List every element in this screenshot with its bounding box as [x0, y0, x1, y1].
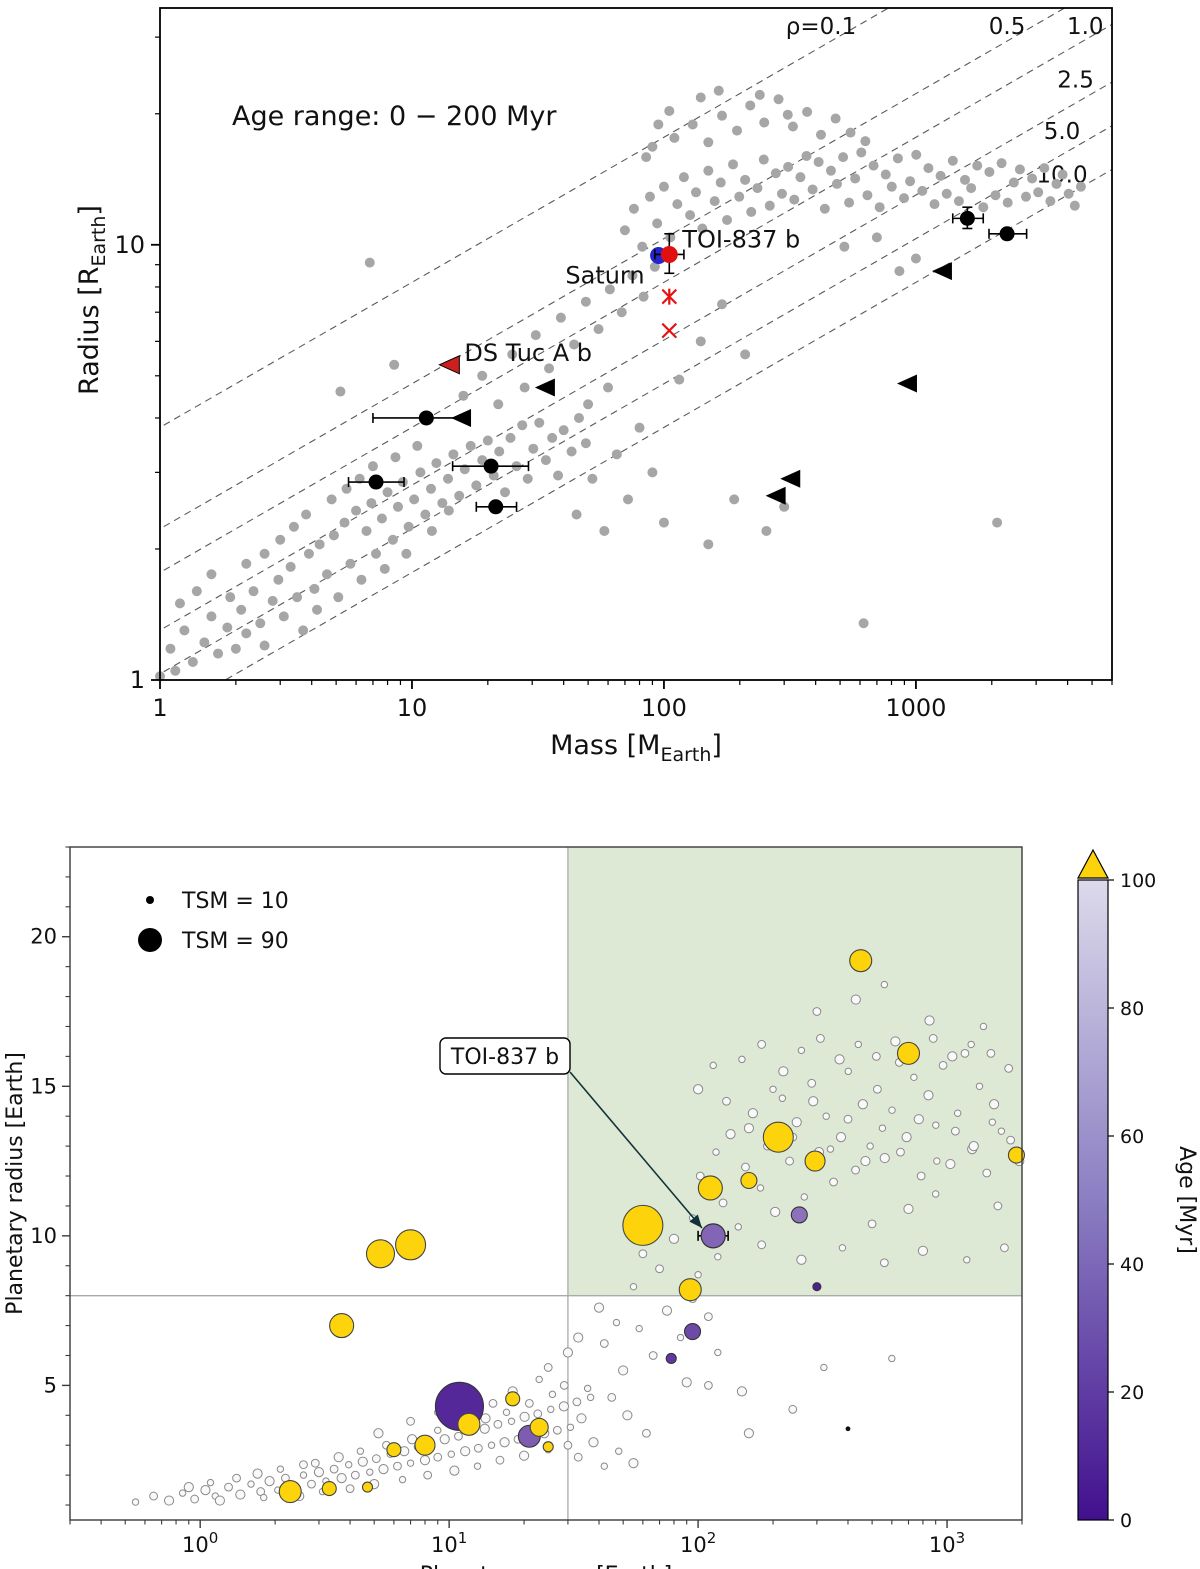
y-axis-title: Planetary radius [Earth] [3, 1052, 28, 1315]
y-axis: 1 10 [114, 36, 160, 694]
ds-tuc-a-b-marker [438, 355, 460, 375]
y-tick-label: 1 [130, 666, 145, 694]
red-asterisk-marker [661, 288, 678, 305]
old-age-bubbles [278, 949, 1026, 1504]
colorbar-tick-label: 40 [1120, 1254, 1144, 1276]
x-tick-label: 102 [680, 1529, 716, 1557]
colorbar-tick-label: 20 [1120, 1382, 1144, 1404]
colorbar-overflow-triangle [1076, 848, 1110, 879]
upper-limit-triangle [896, 374, 917, 393]
density-label: 2.5 [1057, 67, 1094, 93]
x-tick-label: 101 [431, 1529, 467, 1557]
upper-limit-triangle [931, 262, 952, 281]
tsm-size-legend: TSM = 10 TSM = 90 [138, 889, 289, 954]
x-tick-label: 100 [641, 694, 687, 722]
tsm-legend-label: TSM = 90 [181, 929, 289, 954]
x-tick-label: 10 [397, 694, 428, 722]
upper-limit-triangle [765, 486, 786, 505]
density-label: 1.0 [1067, 14, 1104, 40]
annotation-text: TOI-837 b [450, 1045, 559, 1070]
colorbar-title: Age [Myr] [1174, 1146, 1199, 1254]
x-tick-label: 103 [929, 1529, 965, 1557]
toi-837b-label: TOI-837 b [681, 225, 800, 253]
plot-border [69, 846, 1023, 1521]
toi-837b-annotation: TOI-837 b [439, 1037, 703, 1229]
x-tick-label: 1 [152, 694, 167, 722]
colorbar-tick-label: 100 [1120, 870, 1156, 892]
age-colorbar: 0 20 40 60 80 100 [1076, 848, 1156, 1532]
colorbar-tick-label: 0 [1120, 1510, 1132, 1532]
tsm-legend-marker [138, 928, 162, 952]
field-planet-points [131, 980, 1025, 1506]
x-tick-label: 1000 [885, 694, 946, 722]
upper-limit-triangle [780, 469, 801, 488]
y-axis: 5 10 15 20 [30, 846, 70, 1506]
ds-tuc-a-b-label: DS Tuc A b [464, 339, 592, 367]
exoplanet-population-points [155, 85, 1086, 682]
y-axis-title: Radius [REarth] [74, 205, 110, 395]
x-axis: 100 101 102 103 [69, 1520, 1023, 1557]
toi-837b-marker [654, 232, 685, 275]
x-axis-title: Planetary mass [Earth] [420, 1563, 673, 1569]
mass-radius-diagram: ρ=0.10.51.02.55.010.0DS Tuc A bSaturnTOI… [74, 7, 1113, 766]
saturn-label: Saturn [565, 261, 644, 289]
y-tick-label: 20 [30, 925, 57, 949]
tsm-legend-marker [146, 896, 154, 904]
age-range-annotation: Age range: 0 − 200 Myr [232, 101, 557, 132]
x-axis-title: Mass [MEarth] [550, 730, 722, 766]
x-axis: 1 10 100 1000 [152, 680, 1113, 722]
colorbar-tick-label: 60 [1120, 1126, 1144, 1148]
y-tick-label: 15 [30, 1074, 57, 1098]
density-label: 0.5 [989, 14, 1026, 40]
density-label: ρ=0.1 [786, 14, 856, 40]
plot-border [159, 7, 1113, 681]
colorbar-tick-label: 80 [1120, 998, 1144, 1020]
y-tick-label: 10 [114, 231, 145, 259]
y-tick-label: 10 [30, 1224, 57, 1248]
toi-837b-bubble [697, 1223, 729, 1249]
arrowhead-icon [689, 1214, 702, 1228]
tsm-legend-label: TSM = 10 [181, 889, 289, 914]
upper-limit-triangle [534, 378, 555, 397]
stray-dot [845, 1426, 851, 1432]
y-tick-label: 5 [44, 1373, 57, 1397]
red-x-marker [661, 322, 678, 339]
density-lines [160, 8, 1112, 680]
upper-limit-triangle [451, 408, 472, 427]
x-tick-label: 100 [182, 1529, 218, 1557]
density-label: 5.0 [1044, 119, 1081, 145]
